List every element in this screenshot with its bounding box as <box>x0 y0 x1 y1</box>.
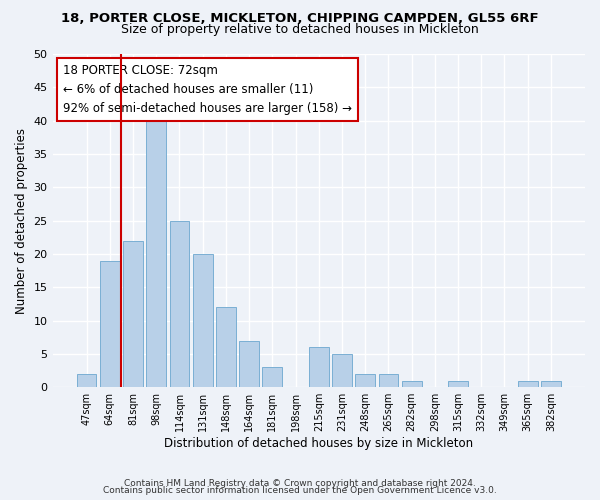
Bar <box>77 374 97 387</box>
Bar <box>170 220 190 387</box>
Bar <box>123 240 143 387</box>
Bar <box>541 380 561 387</box>
Bar <box>332 354 352 387</box>
Text: Size of property relative to detached houses in Mickleton: Size of property relative to detached ho… <box>121 22 479 36</box>
Bar <box>100 260 119 387</box>
Bar <box>309 347 329 387</box>
Bar <box>402 380 422 387</box>
X-axis label: Distribution of detached houses by size in Mickleton: Distribution of detached houses by size … <box>164 437 473 450</box>
Text: Contains HM Land Registry data © Crown copyright and database right 2024.: Contains HM Land Registry data © Crown c… <box>124 478 476 488</box>
Bar <box>193 254 212 387</box>
Y-axis label: Number of detached properties: Number of detached properties <box>15 128 28 314</box>
Bar <box>239 340 259 387</box>
Bar <box>146 114 166 387</box>
Bar <box>262 367 282 387</box>
Text: 18 PORTER CLOSE: 72sqm
← 6% of detached houses are smaller (11)
92% of semi-deta: 18 PORTER CLOSE: 72sqm ← 6% of detached … <box>63 64 352 115</box>
Text: Contains public sector information licensed under the Open Government Licence v3: Contains public sector information licen… <box>103 486 497 495</box>
Bar <box>216 307 236 387</box>
Bar <box>448 380 468 387</box>
Bar <box>379 374 398 387</box>
Bar <box>518 380 538 387</box>
Bar <box>355 374 375 387</box>
Text: 18, PORTER CLOSE, MICKLETON, CHIPPING CAMPDEN, GL55 6RF: 18, PORTER CLOSE, MICKLETON, CHIPPING CA… <box>61 12 539 26</box>
